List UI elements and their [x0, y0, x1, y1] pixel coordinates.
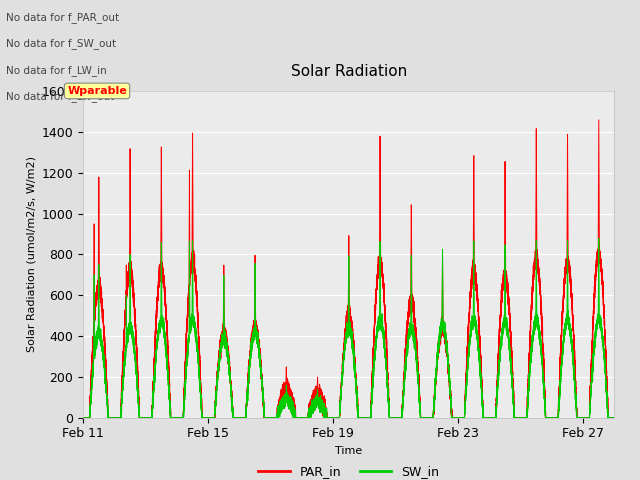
Text: No data for f_SW_out: No data for f_SW_out — [6, 38, 116, 49]
SW_in — [442, 341, 449, 347]
PAR_in — [211, 410, 219, 416]
SW_in — [211, 410, 219, 416]
PAR_in — [140, 415, 148, 420]
SW_in — [140, 415, 148, 420]
PAR_in — [442, 332, 449, 337]
Title: Solar Radiation: Solar Radiation — [291, 64, 407, 79]
SW_in — [384, 389, 392, 395]
Y-axis label: Solar Radiation (umol/m2/s, W/m2): Solar Radiation (umol/m2/s, W/m2) — [26, 156, 36, 352]
Text: No data for f_LW_in: No data for f_LW_in — [6, 65, 107, 76]
SW_in — [421, 415, 429, 420]
PAR_in — [499, 286, 506, 292]
Line: SW_in: SW_in — [83, 238, 614, 418]
PAR_in — [595, 117, 603, 123]
SW_in — [611, 415, 618, 420]
PAR_in — [79, 415, 87, 420]
SW_in — [79, 415, 87, 420]
Text: No data for f_PAR_out: No data for f_PAR_out — [6, 12, 120, 23]
PAR_in — [384, 377, 392, 383]
PAR_in — [611, 415, 618, 420]
SW_in — [595, 235, 603, 241]
Text: No data for f_LW_out: No data for f_LW_out — [6, 91, 115, 102]
Legend: PAR_in, SW_in: PAR_in, SW_in — [253, 460, 444, 480]
Text: Wparable: Wparable — [67, 86, 127, 96]
Line: PAR_in: PAR_in — [83, 120, 614, 418]
X-axis label: Time: Time — [335, 446, 362, 456]
PAR_in — [421, 415, 429, 420]
SW_in — [499, 328, 506, 334]
